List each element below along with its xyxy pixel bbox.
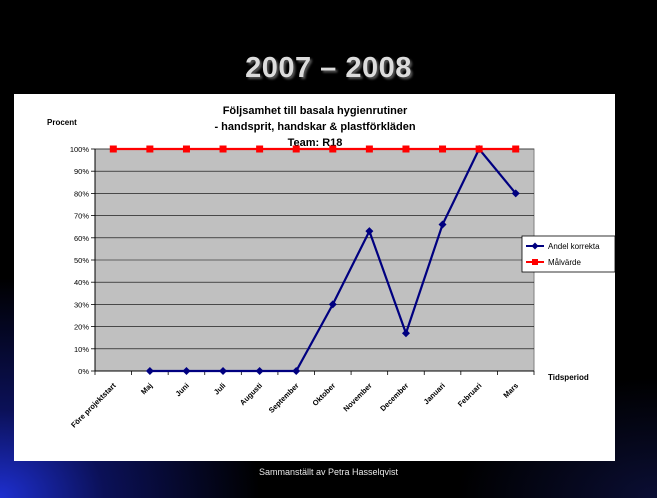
y-tick-label: 30% — [74, 300, 89, 309]
data-point-square — [219, 145, 227, 153]
y-tick-label: 70% — [74, 212, 89, 221]
legend-swatch-marker — [531, 242, 539, 250]
x-tick-label: Före projektstart — [69, 381, 118, 430]
data-point-diamond — [438, 220, 447, 229]
slide-title: 2007 – 2008 — [245, 52, 412, 84]
chart-title-line-2: - handsprit, handskar & plastförkläden — [214, 121, 415, 133]
legend-box — [521, 235, 615, 273]
y-axis-label: Procent — [47, 118, 77, 127]
data-point-diamond — [255, 367, 264, 375]
data-point-diamond — [511, 189, 520, 198]
y-tick-label: 90% — [74, 167, 89, 176]
data-point-square — [182, 145, 190, 153]
y-tick-label: 40% — [74, 278, 89, 287]
x-tick-label: September — [267, 381, 301, 415]
y-tick-label: 10% — [74, 345, 89, 354]
data-point-diamond — [182, 367, 191, 375]
line-chart: Följsamhet till basala hygienrutiner - h… — [47, 105, 615, 430]
y-tick-label: 60% — [74, 234, 89, 243]
data-point-square — [439, 145, 447, 153]
x-tick-label: Juli — [212, 381, 228, 397]
chart-title-line-1: Följsamhet till basala hygienrutiner — [223, 105, 408, 117]
x-tick-label: Mars — [501, 381, 520, 400]
y-tick-label: 20% — [74, 323, 89, 332]
data-point-square — [329, 145, 337, 153]
data-point-square — [512, 145, 520, 153]
x-tick-label: Augusti — [238, 381, 264, 407]
data-point-square — [256, 145, 264, 153]
data-point-square — [402, 145, 410, 153]
chart-title-line-3: Team: R18 — [288, 137, 343, 149]
x-tick-label: December — [378, 381, 410, 413]
x-tick-label: Februari — [456, 381, 484, 409]
data-point-square — [292, 145, 300, 153]
x-tick-label: November — [341, 381, 373, 413]
legend-label: Målvärde — [548, 258, 581, 267]
x-axis-label: Tidsperiod — [548, 373, 589, 382]
chart-panel: Följsamhet till basala hygienrutiner - h… — [14, 94, 615, 461]
y-tick-label: 50% — [74, 256, 89, 265]
data-point-diamond — [328, 300, 337, 309]
data-point-diamond — [219, 367, 228, 375]
x-tick-label: Januari — [422, 381, 447, 406]
data-point-diamond — [145, 367, 154, 375]
data-point-diamond — [401, 329, 410, 338]
legend-label: Andel korrekta — [548, 242, 600, 251]
data-point-diamond — [292, 367, 301, 375]
x-tick-label: Maj — [139, 381, 154, 396]
x-tick-label: Oktober — [311, 381, 338, 408]
data-point-square — [109, 145, 117, 153]
data-point-square — [475, 145, 483, 153]
x-tick-label: Juni — [174, 381, 191, 398]
data-point-square — [146, 145, 154, 153]
legend-swatch-marker — [532, 259, 538, 265]
data-point-square — [365, 145, 373, 153]
chart-title: Följsamhet till basala hygienrutiner - h… — [214, 105, 415, 149]
y-tick-label: 100% — [70, 145, 90, 154]
footer-credit: Sammanställt av Petra Hasselqvist — [258, 467, 399, 477]
data-point-diamond — [365, 227, 374, 236]
y-tick-label: 0% — [78, 367, 89, 376]
y-tick-label: 80% — [74, 189, 89, 198]
